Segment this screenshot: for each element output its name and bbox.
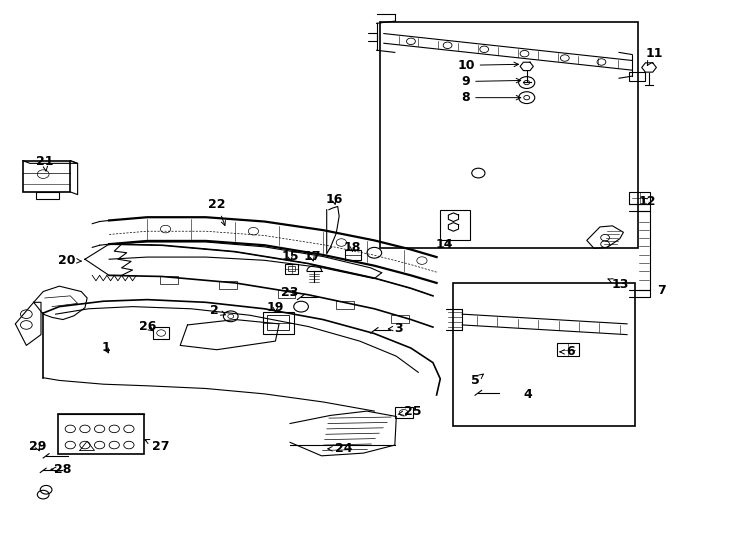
Text: 15: 15 xyxy=(281,250,299,263)
Bar xyxy=(336,301,354,309)
Text: 10: 10 xyxy=(457,59,518,72)
Bar xyxy=(288,267,295,271)
Text: 11: 11 xyxy=(645,47,663,65)
Text: 25: 25 xyxy=(398,404,421,417)
Bar xyxy=(558,343,579,356)
Text: 20: 20 xyxy=(58,254,81,267)
Text: 9: 9 xyxy=(462,75,520,88)
Bar xyxy=(285,264,298,274)
Bar xyxy=(629,192,650,204)
Text: 26: 26 xyxy=(139,320,156,333)
Text: 4: 4 xyxy=(524,388,533,401)
Bar xyxy=(263,312,294,334)
Bar xyxy=(23,161,70,192)
Text: 22: 22 xyxy=(208,198,225,226)
Bar xyxy=(391,315,409,323)
Bar xyxy=(161,276,178,284)
Text: 5: 5 xyxy=(471,374,484,387)
Text: 29: 29 xyxy=(29,440,46,453)
Text: 3: 3 xyxy=(388,322,403,335)
Text: 24: 24 xyxy=(328,442,352,455)
Bar xyxy=(440,210,470,240)
Bar xyxy=(628,72,644,82)
Bar xyxy=(153,327,170,339)
Text: 19: 19 xyxy=(266,301,284,314)
Bar xyxy=(219,281,236,289)
Text: 27: 27 xyxy=(145,440,169,453)
Bar xyxy=(277,290,295,298)
Text: 7: 7 xyxy=(657,284,666,297)
Bar xyxy=(58,414,145,454)
Text: 28: 28 xyxy=(51,463,72,476)
Bar xyxy=(380,22,638,248)
Text: 13: 13 xyxy=(608,278,628,291)
Text: 14: 14 xyxy=(435,238,453,251)
Text: 16: 16 xyxy=(325,193,343,206)
Text: 17: 17 xyxy=(303,250,321,263)
Bar xyxy=(36,192,59,199)
Bar xyxy=(345,249,361,260)
Text: 21: 21 xyxy=(36,154,54,171)
Bar xyxy=(267,315,289,330)
Text: 1: 1 xyxy=(101,341,110,354)
Text: 6: 6 xyxy=(560,346,575,359)
Text: 23: 23 xyxy=(281,286,299,299)
Bar xyxy=(395,407,413,418)
Text: 8: 8 xyxy=(462,91,520,104)
Text: 18: 18 xyxy=(344,241,361,254)
Text: 2: 2 xyxy=(210,304,225,317)
Bar xyxy=(454,284,635,426)
Text: 12: 12 xyxy=(638,194,655,207)
